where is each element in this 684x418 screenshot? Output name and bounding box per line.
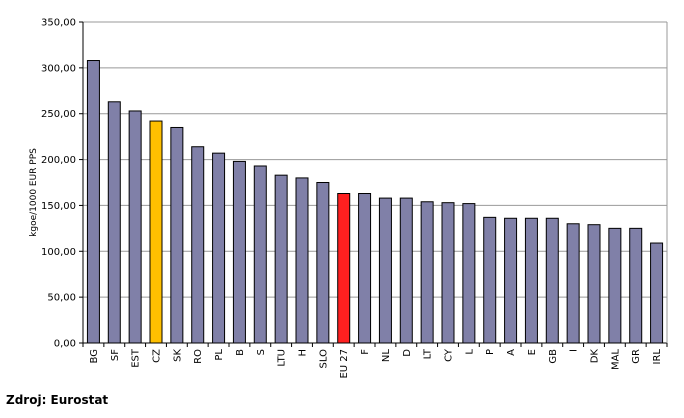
bar-sf [107,101,121,344]
bar-est [128,110,142,344]
bar-dk [587,224,601,344]
bar-gb [545,217,559,344]
x-tick-label: A [506,349,517,356]
bar-ro [191,146,205,344]
x-tick-label: EU 27 [339,349,350,379]
bar-ltu [274,174,288,344]
x-tick-label: E [527,349,538,355]
bar-b [232,160,246,344]
bar-irl [650,242,664,344]
x-tick-label: SK [172,349,183,362]
bar-pl [212,152,226,344]
x-tick-label: S [256,349,267,355]
x-tick-label: GB [548,349,559,364]
x-tick-label: LTU [277,349,288,367]
bar-slo [316,182,330,344]
y-tick-label: 50,00 [47,293,76,304]
y-tick-label: 350,00 [41,18,76,29]
x-tick-label: DK [590,349,601,364]
bar-s [253,165,267,344]
bar-nl [378,197,392,344]
x-tick-label: GR [631,349,642,364]
x-tick-label: CY [444,348,455,362]
axes [82,22,668,344]
x-tick-label: L [464,349,475,355]
bar-a [504,217,518,344]
bars [86,60,664,344]
bar-gr [629,227,643,344]
bar-h [295,177,309,344]
x-tick-label: IRL [652,349,663,365]
bar-i [566,223,580,344]
y-tick-label: 150,00 [41,201,76,212]
bar-eu-27 [337,193,351,344]
x-tick-label: CZ [152,349,163,363]
bar-cz [149,120,163,344]
y-tick-label: 0,00 [54,339,76,350]
bar-mal [608,227,622,344]
x-tick-label: I [569,349,580,352]
bar-lt [420,201,434,344]
x-tick-label: D [402,349,413,357]
x-tick-label: MAL [610,349,621,370]
bar-f [358,193,372,344]
bar-e [524,217,538,344]
x-tick-label: SF [110,349,121,361]
bar-cy [441,202,455,344]
x-tick-label: RO [193,349,204,364]
y-tick-label: 200,00 [41,155,76,166]
bar-sk [170,126,184,344]
x-tick-label: F [360,349,371,355]
y-axis-label: kgoe/1000 EUR PPS [29,148,39,237]
source-label: Zdroj: Eurostat [6,393,109,407]
bar-d [399,197,413,344]
x-tick-label: B [235,349,246,356]
bar-p [483,216,497,344]
x-tick-label: P [485,349,496,355]
y-tick-label: 250,00 [41,109,76,120]
bar-l [462,203,476,344]
x-axis-ticks: BG SF EST CZ SK RO PL B S LTU H SLO EU 27 F NL D LT CY L P A… [82,343,668,379]
x-tick-label: H [298,349,309,357]
y-axis-ticks: 0,00 50,00 100,00 150,00 200,00 250,00 300,00 3… [41,18,83,350]
x-tick-label: SLO [318,349,329,369]
bar-bg [86,60,100,344]
x-tick-label: EST [131,348,142,368]
x-tick-label: NL [381,349,392,362]
x-tick-label: LT [423,348,434,359]
x-tick-label: BG [89,349,100,363]
y-tick-label: 300,00 [41,63,76,74]
y-tick-label: 100,00 [41,247,76,258]
x-tick-label: PL [214,349,225,361]
